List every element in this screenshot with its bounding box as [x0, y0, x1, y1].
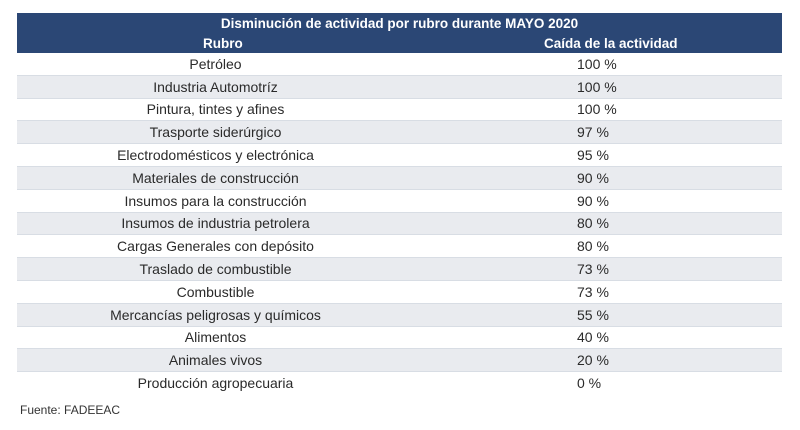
- activity-decline-cell: 73 %: [414, 280, 783, 304]
- activity-decline-cell: 100 %: [414, 75, 783, 99]
- activity-decline-cell: 90 %: [414, 166, 783, 190]
- table-row: Insumos de industria petrolera 80 %: [17, 212, 783, 236]
- table-row: Producción agropecuaria 0 %: [17, 372, 782, 394]
- table-row: Materiales de construcción 90 %: [17, 166, 783, 190]
- rubro-cell: Producción agropecuaria: [137, 375, 294, 392]
- rubro-cell: Traslado de combustible: [17, 257, 414, 281]
- table-header-row: Rubro Caída de la actividad: [17, 33, 783, 53]
- rubro-cell: Insumos para la construcción: [17, 189, 414, 213]
- rubro-cell: Animales vivos: [17, 348, 414, 373]
- column-header-caida: Caída de la actividad: [414, 33, 783, 53]
- table-row: Trasporte siderúrgico 97 %: [17, 120, 783, 145]
- table-body: Petróleo 100 % Industria Automotríz 100 % Pi…: [17, 53, 783, 394]
- rubro-cell: Trasporte siderúrgico: [17, 120, 414, 145]
- rubro-cell: Mercancías peligrosas y químicos: [17, 303, 414, 327]
- rubro-cell: Combustible: [17, 280, 414, 304]
- activity-decline-cell: 80 %: [414, 212, 783, 236]
- table-row: Cargas Generales con depósito 80 %: [17, 234, 783, 259]
- table-row: Combustible 73 %: [17, 280, 783, 304]
- activity-decline-cell: 40 %: [414, 326, 783, 350]
- rubro-cell: Electrodomésticos y electrónica: [17, 143, 414, 167]
- activity-table-container: Disminución de actividad por rubro duran…: [17, 13, 783, 394]
- table-row: Alimentos 40 %: [17, 326, 783, 350]
- rubro-cell: Materiales de construcción: [17, 166, 414, 190]
- activity-decline-cell: 80 %: [414, 234, 783, 259]
- rubro-cell: Cargas Generales con depósito: [17, 234, 414, 259]
- rubro-cell: Insumos de industria petrolera: [17, 212, 414, 236]
- activity-decline-cell: 100 %: [414, 53, 783, 76]
- table-row: Mercancías peligrosas y químicos 55 %: [17, 303, 783, 327]
- activity-decline-cell: 73 %: [414, 257, 783, 281]
- table-row: Animales vivos 20 %: [17, 348, 783, 373]
- activity-decline-cell: 100 %: [414, 98, 783, 122]
- activity-decline-cell: 55 %: [414, 303, 783, 327]
- rubro-cell: Industria Automotríz: [17, 75, 414, 99]
- table-row: Insumos para la construcción 90 %: [17, 189, 783, 213]
- rubro-cell: Petróleo: [17, 53, 414, 76]
- table-row: Electrodomésticos y electrónica 95 %: [17, 143, 783, 167]
- activity-decline-cell: 20 %: [414, 348, 783, 373]
- table-title: Disminución de actividad por rubro duran…: [17, 13, 783, 33]
- activity-decline-cell: 90 %: [414, 189, 783, 213]
- activity-decline-table: Disminución de actividad por rubro duran…: [17, 13, 783, 394]
- activity-decline-cell: 95 %: [414, 143, 783, 167]
- activity-decline-cell: 0 %: [577, 375, 602, 392]
- table-row: Petróleo 100 %: [17, 53, 783, 76]
- table-title-row: Disminución de actividad por rubro duran…: [17, 13, 783, 33]
- table-row: Industria Automotríz 100 %: [17, 75, 783, 99]
- activity-decline-cell: 97 %: [414, 120, 783, 145]
- table-row: Traslado de combustible 73 %: [17, 257, 783, 281]
- column-header-rubro: Rubro: [17, 33, 414, 53]
- rubro-cell: Alimentos: [17, 326, 414, 350]
- table-row: Pintura, tintes y afines 100 %: [17, 98, 783, 122]
- source-note: Fuente: FADEEAC: [20, 403, 121, 417]
- rubro-cell: Pintura, tintes y afines: [17, 98, 414, 122]
